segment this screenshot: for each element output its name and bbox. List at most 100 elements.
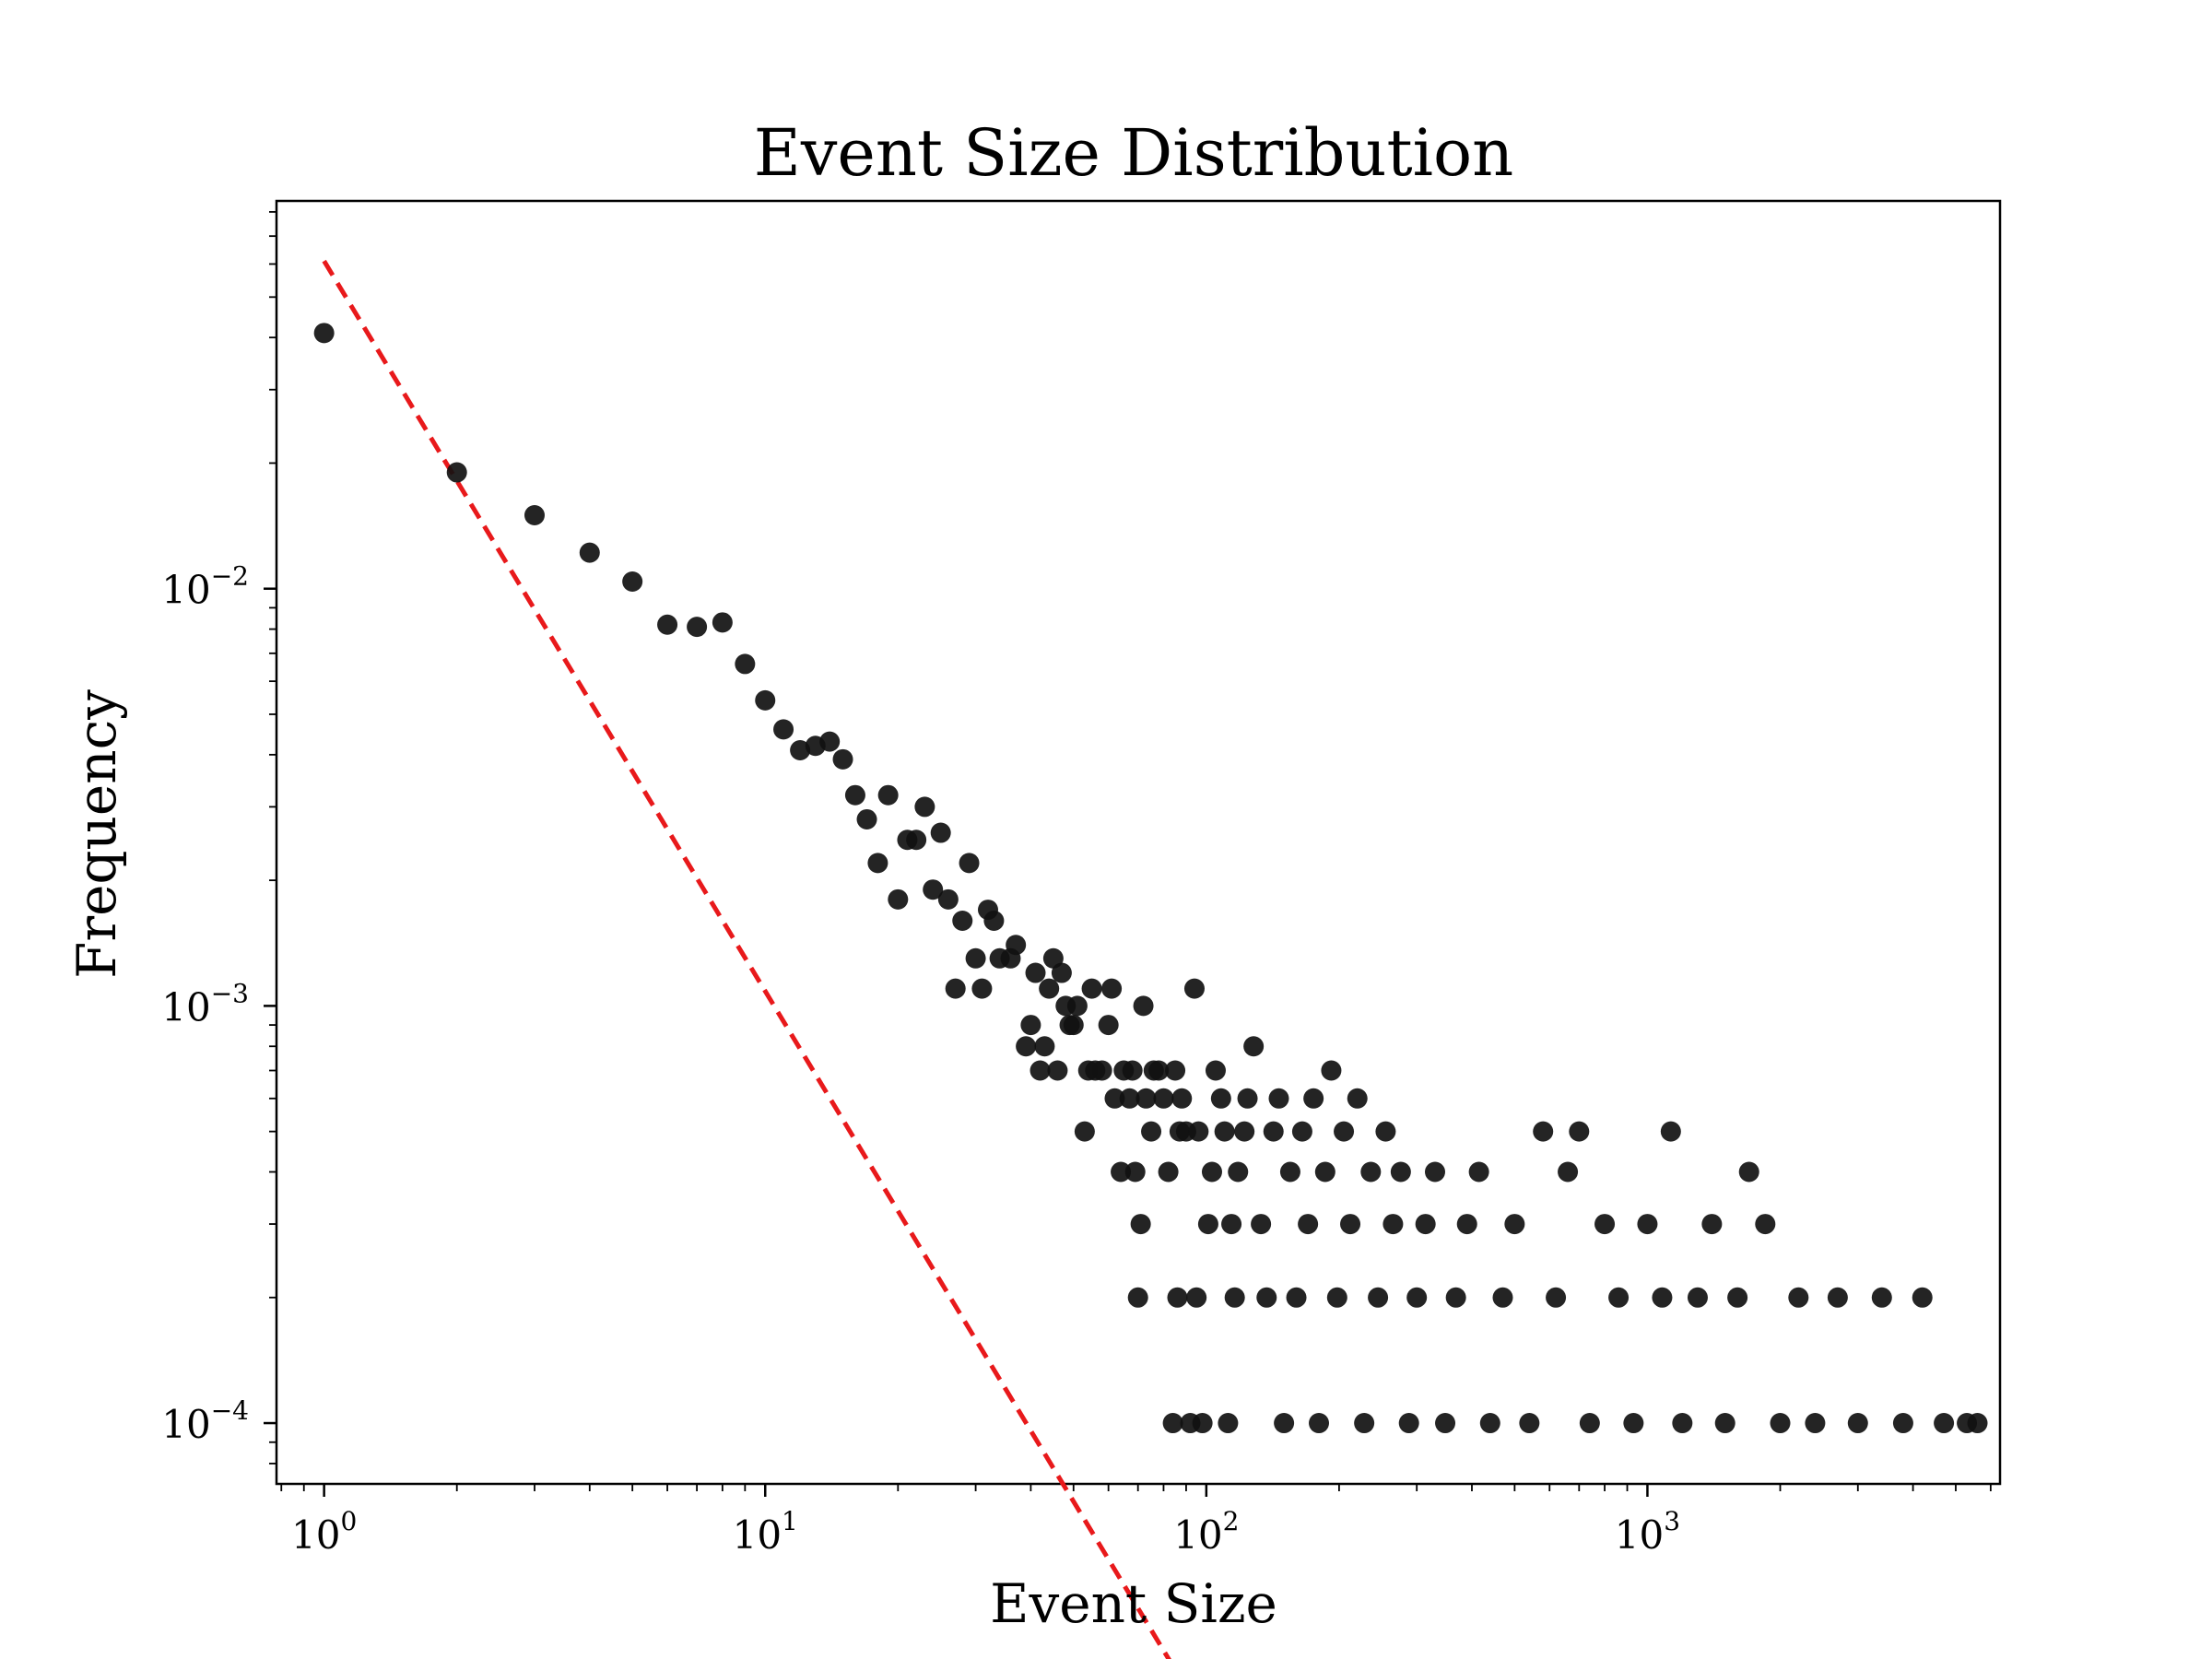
data-points: [313, 323, 1988, 1434]
data-point: [1268, 1088, 1289, 1109]
data-point: [1738, 1161, 1759, 1182]
data-point: [1098, 1015, 1119, 1036]
data-point: [1263, 1121, 1284, 1142]
data-point: [1594, 1214, 1616, 1235]
data-point: [856, 808, 877, 830]
data-point: [1101, 978, 1123, 999]
data-point: [1504, 1214, 1525, 1235]
data-point: [1314, 1161, 1335, 1182]
data-point: [773, 719, 794, 740]
data-point: [1192, 1413, 1213, 1434]
data-point: [1652, 1287, 1673, 1308]
data-point: [1158, 1161, 1179, 1182]
data-point: [844, 784, 865, 806]
data-point: [1382, 1214, 1404, 1235]
fit-line-layer: [322, 259, 1171, 1659]
data-point: [1788, 1287, 1809, 1308]
data-point: [1579, 1413, 1600, 1434]
data-point: [735, 653, 756, 675]
data-point: [1701, 1214, 1723, 1235]
data-point: [712, 612, 733, 633]
data-point: [1124, 1161, 1146, 1182]
x-tick-label: 103: [1615, 1506, 1680, 1558]
data-point: [914, 796, 935, 818]
data-point: [1218, 1413, 1239, 1434]
data-point: [1066, 995, 1088, 1017]
data-point: [755, 689, 776, 711]
data-point: [1340, 1214, 1361, 1235]
data-point: [1519, 1413, 1540, 1434]
data-point: [1167, 1287, 1188, 1308]
data-point: [1424, 1161, 1445, 1182]
data-point: [1188, 1121, 1209, 1142]
data-point: [579, 542, 600, 563]
data-point: [622, 571, 643, 593]
data-point: [1368, 1287, 1389, 1308]
data-point: [1063, 1015, 1084, 1036]
data-point: [1354, 1413, 1375, 1434]
data-point: [965, 947, 986, 969]
data-point: [1162, 1413, 1183, 1434]
data-point: [1201, 1161, 1222, 1182]
data-point: [446, 462, 467, 483]
data-point: [1133, 995, 1154, 1017]
data-point: [1326, 1287, 1347, 1308]
data-point: [1479, 1413, 1500, 1434]
data-point: [1214, 1121, 1235, 1142]
data-point: [1221, 1214, 1242, 1235]
data-point: [952, 910, 973, 931]
data-point: [819, 731, 841, 752]
data-point: [1805, 1413, 1826, 1434]
data-point: [1237, 1088, 1258, 1109]
y-tick-label: 10−2: [161, 561, 249, 613]
data-point: [1135, 1088, 1157, 1109]
data-point: [1321, 1060, 1342, 1081]
data-point: [1286, 1287, 1307, 1308]
data-point: [1025, 962, 1046, 983]
data-point: [1770, 1413, 1791, 1434]
data-point: [1122, 1060, 1143, 1081]
data-point: [1456, 1214, 1477, 1235]
data-point: [930, 822, 951, 843]
data-point: [1934, 1413, 1955, 1434]
data-point: [1141, 1121, 1162, 1142]
data-point: [1445, 1287, 1466, 1308]
data-point: [1660, 1121, 1681, 1142]
data-point: [1274, 1413, 1295, 1434]
data-point: [687, 617, 708, 638]
data-point: [1111, 1161, 1132, 1182]
data-point: [1309, 1413, 1330, 1434]
data-point: [1569, 1121, 1590, 1142]
data-point: [1228, 1161, 1249, 1182]
data-point: [1637, 1214, 1658, 1235]
x-tick-label: 100: [291, 1506, 357, 1558]
data-point: [959, 853, 980, 874]
x-tick-label: 101: [733, 1506, 798, 1558]
data-point: [971, 978, 993, 999]
x-tick-label: 102: [1173, 1506, 1239, 1558]
data-point: [1153, 1088, 1174, 1109]
data-point: [1375, 1121, 1396, 1142]
data-point: [1171, 1088, 1193, 1109]
data-point: [1847, 1413, 1868, 1434]
data-point: [1492, 1287, 1513, 1308]
data-point: [1051, 962, 1072, 983]
data-point: [657, 614, 678, 635]
x-axis-label: Event Size: [990, 1572, 1277, 1635]
data-point: [1608, 1287, 1630, 1308]
data-point: [1360, 1161, 1382, 1182]
data-point: [1006, 935, 1027, 956]
data-point: [1165, 1060, 1186, 1081]
axes: 100 101 102 103 10−4 10−3 10−2: [161, 211, 1992, 1558]
data-point: [1104, 1088, 1125, 1109]
data-point: [1074, 1121, 1095, 1142]
data-point: [983, 910, 1005, 931]
data-point: [1892, 1413, 1913, 1434]
data-point: [1030, 1060, 1051, 1081]
data-point: [1039, 978, 1060, 999]
data-point: [888, 888, 909, 910]
data-point: [1091, 1060, 1112, 1081]
data-point: [1210, 1088, 1231, 1109]
